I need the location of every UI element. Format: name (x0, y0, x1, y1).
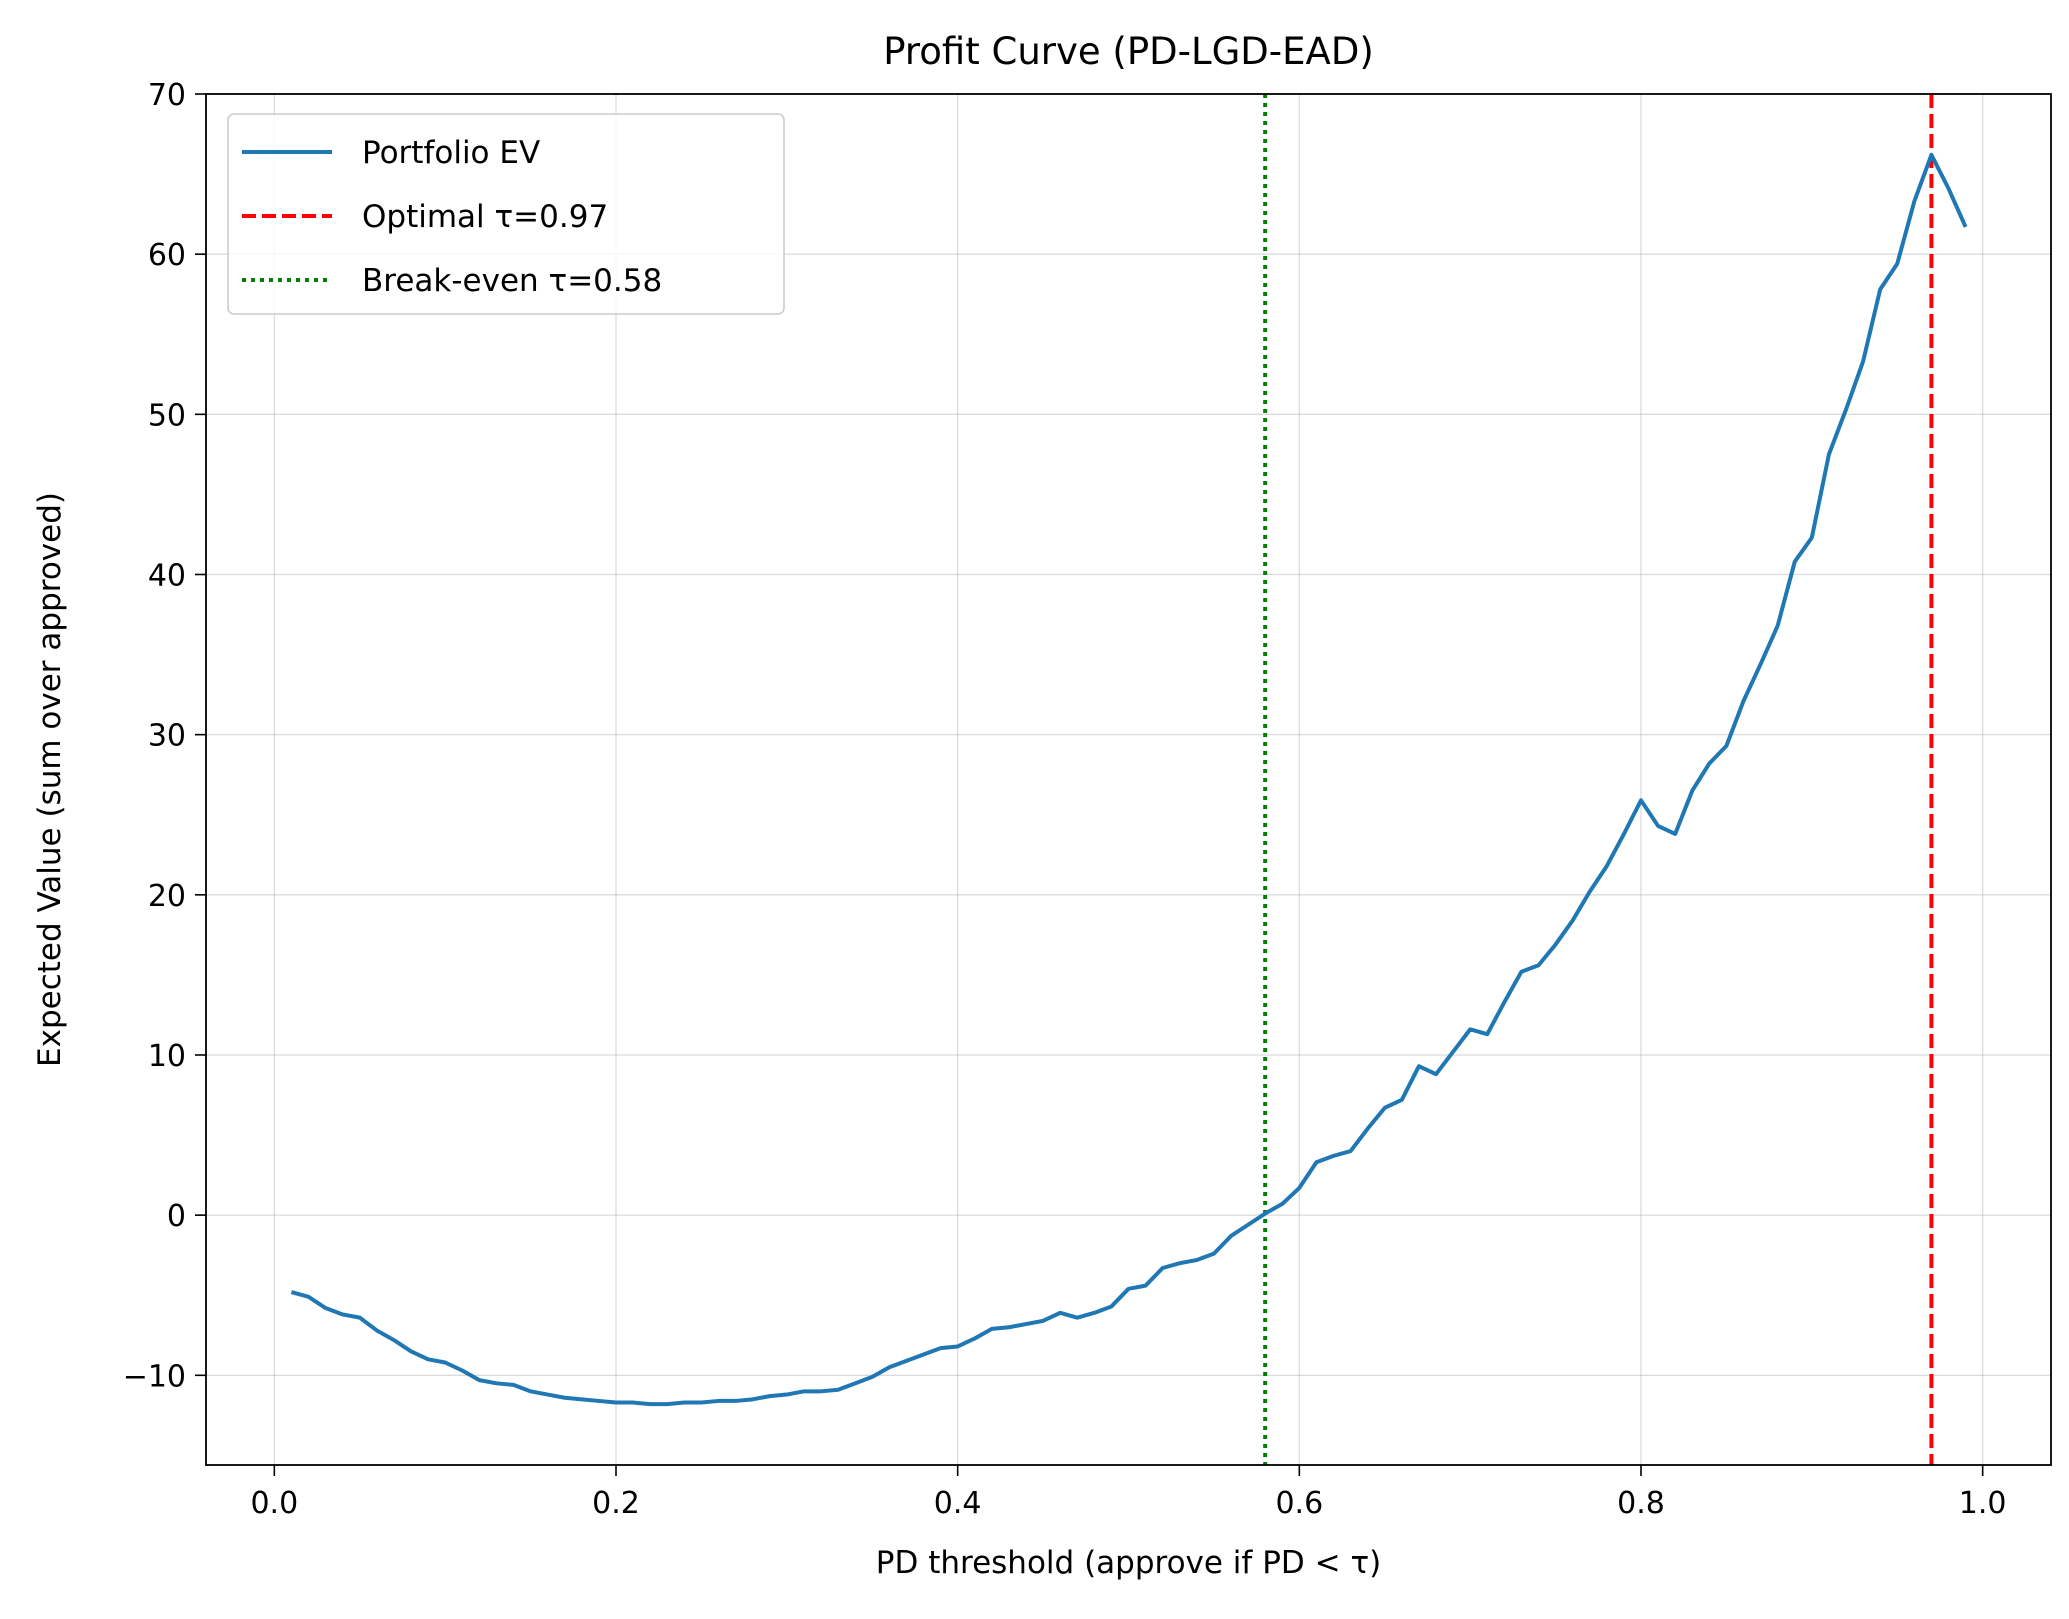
y-tick-label: 0 (167, 1199, 186, 1234)
chart-title: Profit Curve (PD-LGD-EAD) (883, 30, 1374, 73)
y-axis-ticks: −10 0 10 20 30 40 50 60 70 (123, 78, 206, 1394)
y-tick-label: 10 (148, 1039, 186, 1074)
x-tick-label: 0.2 (592, 1486, 640, 1521)
y-axis-label: Expected Value (sum over approved) (32, 492, 68, 1067)
x-axis-ticks: 0.0 0.2 0.4 0.6 0.8 1.0 (250, 1465, 2007, 1521)
y-tick-label: 70 (148, 78, 186, 113)
plot-area-frame (205, 93, 2052, 1466)
x-tick-label: 0.4 (934, 1486, 982, 1521)
x-tick-label: 1.0 (1959, 1486, 2007, 1521)
legend: Portfolio EV Optimal τ=0.97 Break-even τ=0… (227, 113, 785, 315)
x-tick-label: 0.0 (250, 1486, 298, 1521)
reference-lines (1263, 94, 1934, 1465)
y-tick-label: 50 (148, 398, 186, 433)
y-tick-label: 30 (148, 719, 186, 754)
x-tick-label: 0.8 (1617, 1486, 1665, 1521)
series-layer (290, 152, 1968, 1407)
grid (206, 93, 2051, 1465)
y-tick-label: −10 (123, 1359, 186, 1394)
y-tick-label: 60 (148, 238, 186, 273)
x-tick-label: 0.6 (1275, 1486, 1323, 1521)
legend-label: Optimal τ=0.97 (362, 199, 608, 235)
legend-label: Break-even τ=0.58 (362, 263, 662, 299)
y-tick-label: 40 (148, 558, 186, 593)
legend-label: Portfolio EV (362, 135, 540, 171)
x-axis-label: PD threshold (approve if PD < τ) (876, 1545, 1381, 1581)
portfolio-ev-line (290, 152, 1968, 1407)
y-tick-label: 20 (148, 879, 186, 914)
legend-frame (227, 113, 785, 315)
